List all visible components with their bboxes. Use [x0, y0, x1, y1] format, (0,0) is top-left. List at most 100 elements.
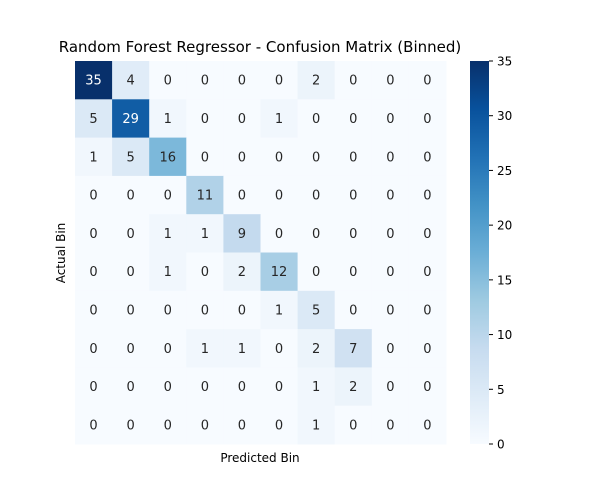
heatmap-cell-label: 0 [164, 74, 172, 89]
heatmap-cell [408, 252, 447, 292]
heatmap-cell [334, 252, 373, 292]
heatmap-cell [112, 405, 150, 445]
heatmap-cell [75, 329, 113, 368]
heatmap-cell-label: 0 [275, 227, 283, 242]
heatmap-cell-label: 0 [423, 380, 431, 395]
heatmap-cell-label: 0 [275, 189, 283, 204]
heatmap-cell-label: 0 [164, 342, 172, 357]
x-axis-label: Predicted Bin [220, 451, 299, 465]
heatmap-cell [371, 290, 410, 330]
heatmap-cell [334, 290, 373, 330]
heatmap-cell-label: 0 [201, 74, 209, 89]
heatmap-cell-label: 0 [127, 227, 135, 242]
heatmap-cell [334, 99, 373, 139]
heatmap-cell-label: 0 [201, 380, 209, 395]
heatmap-cell [149, 137, 187, 177]
heatmap-cell [408, 329, 447, 368]
colorbar-gradient [470, 61, 489, 444]
heatmap-cell [260, 61, 299, 100]
heatmap-cell [297, 99, 336, 139]
heatmap-cell-label: 0 [312, 265, 320, 280]
heatmap-cell [297, 367, 336, 407]
heatmap-cell [75, 367, 113, 407]
heatmap-cell [186, 99, 224, 139]
heatmap-cell-label: 0 [275, 74, 283, 89]
heatmap-cell-label: 2 [238, 265, 246, 280]
heatmap-cell [149, 99, 187, 139]
heatmap-cell-label: 0 [201, 150, 209, 165]
heatmap-cell-label: 0 [89, 418, 97, 433]
heatmap-cell [75, 61, 113, 100]
heatmap-cell [223, 137, 261, 177]
heatmap-cell-label: 0 [201, 418, 209, 433]
heatmap-cell-label: 0 [238, 150, 246, 165]
heatmap-cell [297, 252, 336, 292]
heatmap-cell-label: 29 [122, 112, 139, 127]
heatmap-cell-label: 0 [275, 418, 283, 433]
heatmap-cell-label: 1 [312, 380, 320, 395]
heatmap-cell-label: 0 [349, 227, 357, 242]
heatmap-cell-label: 0 [386, 227, 394, 242]
heatmap-cell [223, 252, 261, 292]
heatmap-cell [186, 405, 224, 445]
heatmap-cell [297, 61, 336, 100]
heatmap-cell-label: 5 [312, 303, 320, 318]
heatmap-cell [408, 405, 447, 445]
colorbar-tick-label: 10 [497, 328, 512, 342]
heatmap-cell-label: 0 [423, 303, 431, 318]
heatmap-cell [408, 367, 447, 407]
heatmap-cell [297, 290, 336, 330]
heatmap-cell-label: 0 [386, 303, 394, 318]
heatmap-cell [260, 367, 299, 407]
heatmap-cell [297, 405, 336, 445]
heatmap-cell [408, 175, 447, 215]
heatmap-cell-label: 0 [89, 342, 97, 357]
heatmap-cell-label: 0 [238, 380, 246, 395]
heatmap-cell [149, 290, 187, 330]
heatmap-cell [297, 214, 336, 253]
heatmap-cell [186, 367, 224, 407]
heatmap-cell-label: 0 [386, 150, 394, 165]
colorbar-ticks: 0 5 10 15 20 25 30 35 [489, 55, 512, 452]
heatmap-cell [334, 329, 373, 368]
heatmap-cell [75, 137, 113, 177]
heatmap-cell [334, 367, 373, 407]
heatmap-cell-label: 1 [164, 227, 172, 242]
heatmap-cell [186, 137, 224, 177]
heatmap-cell-label: 0 [238, 418, 246, 433]
heatmap-cell [149, 175, 187, 215]
heatmap-cell [260, 137, 299, 177]
heatmap-cell-label: 0 [386, 380, 394, 395]
heatmap-cell-label: 35 [85, 74, 102, 89]
heatmap-cell [334, 137, 373, 177]
heatmap-cell-label: 0 [386, 265, 394, 280]
heatmap-cell [334, 61, 373, 100]
heatmap-cell [260, 252, 299, 292]
heatmap-cell [149, 61, 187, 100]
heatmap-cell-label: 0 [423, 265, 431, 280]
heatmap-cell-label: 0 [312, 227, 320, 242]
heatmap-cell-label: 0 [89, 303, 97, 318]
heatmap-cell-label: 0 [164, 303, 172, 318]
heatmap-cell [334, 405, 373, 445]
heatmap-cell [371, 61, 410, 100]
heatmap-cell-label: 5 [127, 150, 135, 165]
colorbar: 0 5 10 15 20 25 30 35 [470, 55, 512, 452]
heatmap-cell-label: 0 [238, 189, 246, 204]
heatmap-cell-label: 11 [197, 189, 214, 204]
heatmap-cell-label: 5 [89, 112, 97, 127]
heatmap-cell-label: 0 [238, 303, 246, 318]
heatmap-cell-label: 1 [201, 342, 209, 357]
heatmap-cell-label: 12 [271, 265, 288, 280]
heatmap-cell-label: 0 [423, 342, 431, 357]
heatmap-cell-label: 16 [159, 150, 176, 165]
heatmap-cell [75, 290, 113, 330]
heatmap-cell [186, 252, 224, 292]
heatmap-cell [149, 405, 187, 445]
heatmap-cell-label: 0 [386, 342, 394, 357]
heatmap-cell [112, 290, 150, 330]
heatmap-cell [223, 329, 261, 368]
heatmap-cell-label: 1 [164, 112, 172, 127]
heatmap-cell-label: 0 [89, 227, 97, 242]
heatmap-cell [371, 252, 410, 292]
